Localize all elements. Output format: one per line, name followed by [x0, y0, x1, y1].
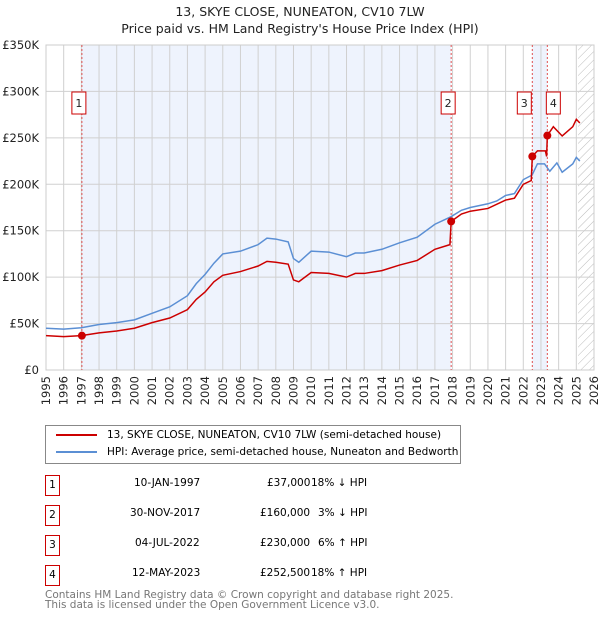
x-tick-label: 2004 [198, 376, 212, 405]
x-tick-label: 1995 [39, 376, 53, 405]
x-tick-label: 2003 [180, 376, 194, 405]
sale-label-box [516, 91, 532, 115]
x-tick-label: 2001 [145, 376, 159, 405]
x-tick-label: 2025 [569, 376, 583, 405]
x-tick-label: 2016 [410, 376, 424, 405]
sale-point [543, 131, 552, 140]
sale-date: 04-JUL-2022 [135, 537, 200, 549]
sale-price: £252,500 [260, 567, 311, 579]
legend-item-hpi: HPI: Average price, semi-detached house,… [56, 446, 458, 458]
sale-label: 1 [75, 97, 82, 110]
x-tick-label: 2006 [233, 376, 247, 405]
legend-swatch-blue [56, 451, 97, 453]
x-tick-label: 2026 [587, 376, 600, 405]
x-tick-label: 1997 [74, 376, 88, 405]
hpi-line [45, 156, 581, 330]
sale-date: 10-JAN-1997 [134, 477, 201, 489]
property-line [45, 117, 581, 338]
x-tick-label: 2019 [463, 376, 477, 405]
sale-point [447, 217, 456, 226]
sale-marker-badge: 2 [45, 505, 60, 526]
x-tick-label: 2008 [269, 376, 283, 405]
x-tick-label: 1999 [110, 376, 124, 405]
x-tick-label: 2013 [357, 376, 371, 405]
sale-marker-badge: 3 [45, 535, 60, 556]
x-tick-label: 2005 [216, 376, 230, 405]
legend-label: 13, SKYE CLOSE, NUNEATON, CV10 7LW (semi… [107, 429, 442, 441]
x-tick-label: 2018 [446, 376, 460, 405]
price-chart: 1995 1996 1997 1998 1999 2000 2001 2002 2003 2004… [2, 38, 600, 405]
footer-line: This data is licensed under the Open Gov… [45, 599, 380, 611]
x-tick-label: 2017 [428, 376, 442, 405]
plot-frame [45, 44, 595, 371]
y-tick-label: £200K [2, 177, 39, 191]
sale-date: 30-NOV-2017 [130, 507, 201, 519]
sale-price: £230,000 [260, 537, 311, 549]
sale-marker-badge: 4 [45, 565, 60, 586]
sale-price: £160,000 [260, 507, 311, 519]
sale-date: 12-MAY-2023 [132, 567, 201, 579]
x-tick-label: 2024 [552, 376, 566, 405]
sale-label: 4 [550, 97, 557, 110]
y-tick-label: £50K [10, 317, 40, 331]
sale-label-box [71, 91, 87, 115]
x-tick-label: 2007 [251, 376, 265, 405]
sale-marker-badge: 1 [45, 475, 60, 496]
y-tick-label: £150K [2, 224, 39, 238]
x-tick-label: 2014 [375, 376, 389, 405]
legend-swatch-red [56, 434, 97, 436]
x-tick-label: 2023 [534, 376, 548, 405]
forecast-hatch [578, 45, 594, 370]
y-tick-label: £250K [2, 131, 39, 145]
x-tick-label: 1998 [92, 376, 106, 405]
x-tick-label: 2000 [127, 376, 141, 405]
x-tick-label: 1996 [57, 376, 71, 405]
y-tick-label: £350K [2, 38, 39, 52]
x-tick-label: 2021 [499, 376, 513, 405]
x-tick-label: 2012 [340, 376, 354, 405]
legend-item-property: 13, SKYE CLOSE, NUNEATON, CV10 7LW (semi… [56, 429, 441, 441]
legend: 13, SKYE CLOSE, NUNEATON, CV10 7LW (semi… [45, 425, 461, 464]
sale-label: 2 [445, 97, 452, 110]
y-tick-label: £100K [2, 270, 39, 284]
sale-hpi-diff: 3% ↓ HPI [318, 507, 368, 519]
x-tick-label: 2022 [516, 376, 530, 405]
chart-title: 13, SKYE CLOSE, NUNEATON, CV10 7LW [175, 4, 425, 19]
y-tick-label: £0 [24, 363, 39, 377]
sale-point [528, 152, 537, 161]
sale-hpi-diff: 6% ↑ HPI [318, 537, 368, 549]
x-tick-label: 2015 [393, 376, 407, 405]
sale-label-box [545, 91, 561, 115]
sale-label: 3 [521, 97, 528, 110]
x-tick-label: 2010 [304, 376, 318, 405]
sale-hpi-diff: 18% ↑ HPI [311, 567, 368, 579]
sale-price: £37,000 [267, 477, 311, 489]
sale-hpi-diff: 18% ↓ HPI [311, 477, 368, 489]
legend-label: HPI: Average price, semi-detached house,… [107, 446, 459, 458]
shaded-range [81, 45, 452, 370]
x-tick-label: 2002 [163, 376, 177, 405]
footer-line: Contains HM Land Registry data © Crown c… [45, 589, 454, 601]
x-tick-label: 2009 [286, 376, 300, 405]
sale-point [77, 331, 86, 340]
y-tick-label: £300K [2, 84, 39, 98]
x-tick-label: 2020 [481, 376, 495, 405]
x-tick-label: 2011 [322, 376, 336, 405]
shaded-range [532, 45, 548, 370]
footer: Contains HM Land Registry data © Crown c… [45, 589, 454, 611]
sale-label-box [440, 91, 456, 115]
chart-subtitle: Price paid vs. HM Land Registry's House … [121, 21, 479, 36]
